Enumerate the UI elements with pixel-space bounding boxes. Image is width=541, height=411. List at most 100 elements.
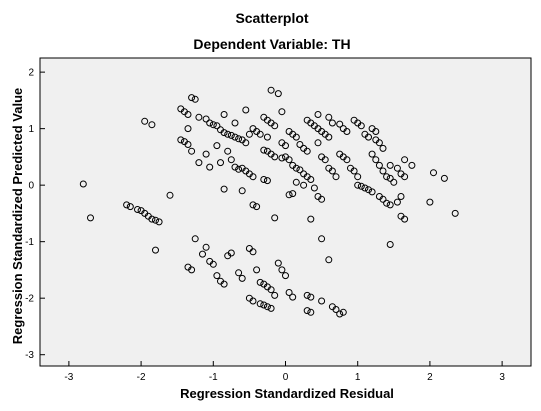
data-point — [339, 308, 347, 316]
data-point — [303, 291, 311, 299]
data-point — [307, 293, 315, 301]
data-point — [256, 278, 264, 286]
data-point — [274, 259, 282, 267]
data-point — [325, 133, 333, 141]
data-point — [393, 198, 401, 206]
y-tick-label: 1 — [28, 124, 34, 135]
data-point — [379, 167, 387, 175]
data-point — [285, 289, 293, 296]
plot-area — [39, 57, 532, 367]
data-point — [397, 193, 405, 200]
data-point — [152, 216, 159, 224]
data-point — [307, 176, 315, 183]
data-point — [191, 235, 199, 243]
data-point — [267, 304, 275, 312]
data-point — [285, 156, 293, 164]
chart-title: Scatterplot — [235, 10, 308, 26]
data-point — [278, 266, 286, 274]
data-point — [141, 117, 149, 125]
data-point — [307, 215, 315, 223]
data-point — [300, 181, 308, 189]
data-point — [426, 198, 434, 206]
x-tick-label: 3 — [499, 372, 505, 383]
data-point — [235, 135, 243, 143]
data-point — [282, 272, 289, 280]
data-point — [390, 178, 398, 186]
data-point — [227, 131, 235, 139]
data-point — [220, 280, 228, 288]
data-point — [296, 166, 304, 174]
data-point — [238, 187, 246, 195]
data-point — [263, 177, 271, 185]
data-point — [267, 86, 275, 94]
chart-subtitle: Dependent Variable: TH — [193, 36, 350, 52]
data-point — [242, 139, 250, 147]
data-point — [401, 215, 409, 223]
data-point — [318, 235, 326, 243]
data-point — [328, 167, 336, 175]
data-point — [220, 185, 228, 193]
data-point — [375, 161, 383, 169]
data-point — [278, 154, 286, 162]
data-point — [177, 136, 185, 144]
data-point — [166, 191, 174, 199]
y-tick-label: -2 — [25, 294, 34, 305]
data-point — [199, 250, 206, 258]
data-point — [79, 180, 87, 188]
data-point — [282, 142, 289, 150]
data-point — [227, 249, 235, 257]
data-point — [314, 111, 322, 118]
data-point — [123, 201, 131, 209]
data-point — [401, 156, 409, 164]
data-point — [245, 130, 253, 138]
data-point — [148, 121, 156, 129]
data-point — [274, 90, 282, 98]
data-point — [310, 184, 318, 192]
x-tick-label: -3 — [64, 372, 73, 383]
data-point — [188, 147, 196, 155]
data-points — [79, 86, 459, 318]
data-point — [242, 106, 250, 114]
data-point — [386, 201, 394, 209]
data-point — [401, 173, 409, 181]
data-point — [231, 119, 239, 127]
data-point — [220, 111, 228, 118]
data-point — [224, 147, 232, 155]
data-point — [195, 159, 203, 167]
data-point — [263, 133, 271, 141]
data-point — [296, 141, 304, 148]
data-point — [307, 308, 315, 316]
data-point — [383, 173, 391, 181]
data-point — [357, 122, 365, 130]
x-axis: -3 -2 -1 0 1 2 3 — [64, 361, 505, 383]
data-point — [372, 156, 380, 164]
y-axis: 2 1 0 -1 -2 -3 — [25, 68, 45, 361]
data-point — [325, 256, 333, 264]
data-point — [379, 195, 387, 203]
data-point — [289, 293, 297, 301]
data-point — [227, 156, 235, 164]
data-point — [318, 195, 326, 203]
data-point — [379, 144, 387, 152]
data-point — [292, 178, 300, 186]
data-point — [328, 119, 336, 127]
data-point — [440, 174, 448, 182]
data-point — [148, 215, 156, 223]
data-point — [253, 266, 261, 274]
data-point — [213, 272, 221, 280]
data-point — [231, 163, 239, 171]
data-point — [375, 139, 383, 147]
y-tick-label: -3 — [25, 350, 34, 361]
data-point — [343, 156, 351, 164]
data-point — [386, 174, 394, 182]
data-point — [191, 95, 199, 103]
data-point — [336, 310, 344, 318]
data-point — [260, 176, 268, 183]
data-point — [292, 133, 300, 141]
data-point — [213, 122, 221, 130]
data-point — [336, 120, 344, 128]
data-point — [303, 147, 311, 155]
data-point — [451, 209, 459, 217]
data-point — [87, 214, 94, 222]
